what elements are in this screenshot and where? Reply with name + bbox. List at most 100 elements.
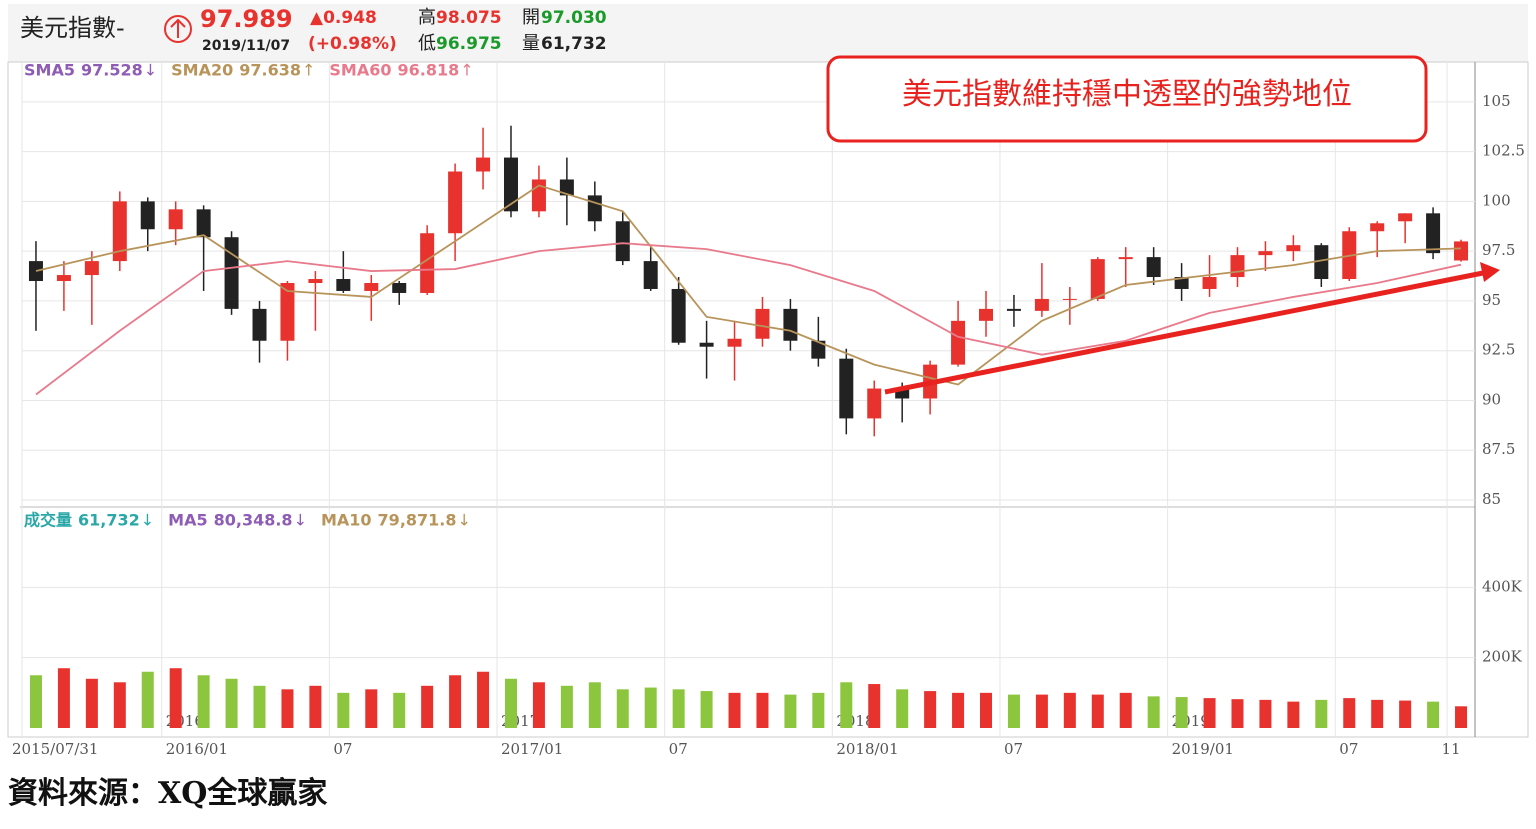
x-tick-label: 07 (1339, 740, 1358, 758)
volume-bar (1007, 694, 1020, 728)
plot-frame (7, 61, 1529, 738)
legend-name: SMA5 (24, 61, 75, 80)
volume-bar (365, 689, 378, 728)
x-tick-label: 2018/01 (836, 740, 898, 758)
open-value: 97.030 (541, 8, 607, 28)
legend-value: 97.528 (81, 61, 143, 80)
candle-body (364, 283, 379, 291)
candle-body (1454, 241, 1469, 261)
candle-body (196, 209, 211, 238)
high-label: 高 (418, 7, 436, 28)
volume-bar (1455, 706, 1468, 728)
volume-bar (840, 682, 853, 728)
volume-bar (1231, 699, 1244, 728)
volume-bar (1147, 696, 1160, 728)
candle-body (1258, 251, 1273, 256)
x-tick-label: 2019/01 (1172, 740, 1234, 758)
candle-body (755, 308, 770, 339)
volume-bar (1203, 698, 1216, 728)
volume-bar (1399, 700, 1412, 728)
candle-body (1006, 308, 1021, 311)
volume-bar (532, 682, 545, 728)
trend-arrow-head (1480, 262, 1500, 282)
volume-bar (896, 689, 909, 728)
x-tick-label: 2017/01 (501, 740, 563, 758)
candle-body (1062, 298, 1077, 300)
candle-body (168, 209, 183, 230)
header-bg (8, 4, 1528, 62)
volume-bar (1287, 701, 1300, 728)
y-tick-label: 200K (1482, 648, 1523, 666)
volume-bar (113, 682, 126, 728)
candle-body (979, 308, 994, 321)
volume-bar (784, 694, 797, 728)
legend-arrow: ↓ (144, 61, 157, 80)
candle-body (615, 221, 630, 262)
legend-name: SMA60 (329, 61, 391, 80)
volume-bar (1091, 694, 1104, 728)
volume-bar (309, 685, 322, 728)
volume-bar (812, 692, 825, 728)
volume-bar (1315, 699, 1328, 728)
candle-body (448, 171, 463, 234)
legend-value: 96.818 (397, 61, 459, 80)
candle-body (336, 279, 351, 291)
candle-body (1146, 257, 1161, 278)
legend-value: 80,348.8 (214, 511, 293, 530)
y-tick-label: 95 (1482, 291, 1501, 309)
y-tick-label: 90 (1482, 390, 1501, 408)
candle-body (1398, 213, 1413, 222)
candle-body (1426, 213, 1441, 254)
volume-bar (141, 671, 154, 728)
y-tick-label: 92.5 (1482, 341, 1515, 359)
y-tick-label: 100 (1482, 191, 1511, 209)
volume-bar (700, 691, 713, 728)
legend-arrow: ↑ (460, 61, 473, 80)
candle-body (56, 275, 71, 282)
x-tick-label: 07 (333, 740, 352, 758)
volume-bar (1343, 698, 1356, 728)
candle-body (1034, 298, 1049, 311)
candle-body (503, 157, 518, 212)
candle-body (559, 179, 574, 196)
candle-body (1090, 259, 1105, 299)
x-tick-label: 2015/07/31 (12, 740, 98, 758)
candle-body (531, 179, 546, 212)
candle-body (643, 261, 658, 289)
volume-bar (449, 675, 462, 728)
low-value: 96.975 (436, 34, 502, 54)
volume-bar (421, 685, 434, 728)
volume-bar (1063, 692, 1076, 728)
candle-body (252, 308, 267, 341)
date: 2019/11/07 (202, 38, 290, 54)
candle-body (727, 338, 742, 347)
change-pct: (+0.98%) (308, 34, 397, 54)
volume-bar (225, 678, 238, 728)
candle-body (280, 283, 295, 341)
candle-body (392, 283, 407, 293)
trend-arrow (884, 269, 1489, 395)
candle-body (28, 261, 43, 282)
volume-bar (588, 682, 601, 728)
candle-body (1118, 257, 1133, 260)
ma-line (35, 184, 1462, 386)
volume-bar (980, 692, 993, 728)
volume-bar (337, 692, 350, 728)
volume-bar (616, 689, 629, 728)
candle-body (671, 288, 686, 343)
volume-bar (728, 692, 741, 728)
legend-value: 97.638 (239, 61, 301, 80)
candle-body (1286, 245, 1301, 252)
volume-bar (1175, 697, 1188, 728)
volume-bar (281, 689, 294, 728)
plot: 85 87.5 90 92.5 95 97.5 100 102.5 105 200K 400K 201… (12, 62, 1525, 758)
volume-bar (85, 678, 98, 728)
legend-value: 61,732 (78, 511, 140, 530)
candle-body (1174, 277, 1189, 289)
legend-arrow: ↑ (302, 61, 315, 80)
candle-body (140, 201, 155, 230)
y-tick-label: 97.5 (1482, 241, 1515, 259)
legend-name: MA5 (168, 511, 207, 530)
